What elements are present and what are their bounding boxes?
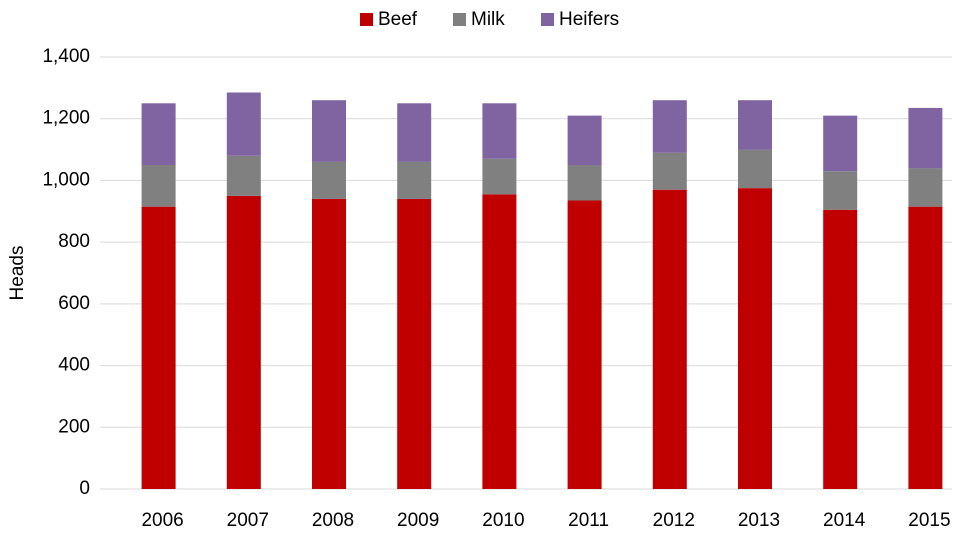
x-tick-label: 2007	[227, 510, 269, 531]
y-tick-label: 1,400	[42, 46, 90, 67]
x-tick-label: 2015	[908, 510, 950, 531]
x-tick-label: 2012	[653, 510, 695, 531]
bar-segment	[482, 158, 517, 195]
y-tick-label: 400	[58, 355, 90, 376]
bar-segment	[226, 195, 261, 489]
x-tick-label: 2009	[397, 510, 439, 531]
bar-segment	[652, 152, 687, 190]
bar-segment	[397, 161, 432, 199]
x-tick-label: 2008	[312, 510, 354, 531]
bar-segment	[908, 206, 943, 489]
bar-segment	[226, 92, 261, 156]
y-axis-label: Heads	[7, 246, 28, 301]
bar-segment	[482, 194, 517, 490]
y-tick-label: 800	[58, 231, 90, 252]
bar-segment	[312, 100, 346, 162]
y-tick-label: 1,200	[42, 108, 90, 129]
bar-segment	[567, 165, 602, 201]
bar-segment	[738, 100, 772, 150]
legend-swatch	[453, 13, 466, 26]
bar-segment	[823, 115, 858, 172]
x-tick-label: 2013	[738, 510, 780, 531]
bar-segment	[141, 165, 176, 207]
bar-segment	[823, 209, 858, 489]
x-tick-label: 2014	[823, 510, 866, 531]
y-tick-label: 600	[58, 293, 90, 314]
bar-segment	[567, 200, 602, 489]
x-tick-label: 2011	[568, 510, 609, 531]
bar-segment	[908, 107, 943, 169]
bar-segment	[567, 115, 602, 165]
bar-segment	[397, 103, 432, 162]
bar-segment	[226, 155, 261, 196]
bar-segment	[652, 100, 687, 153]
legend-label: Heifers	[559, 9, 619, 30]
bar-segment	[482, 103, 517, 159]
bar-segment	[738, 188, 772, 489]
bar-segment	[141, 206, 176, 489]
x-tick-label: 2006	[141, 510, 183, 531]
legend-label: Milk	[471, 9, 505, 30]
bar-segment	[738, 149, 772, 189]
bar-segment	[652, 189, 687, 489]
legend-label: Beef	[378, 9, 418, 30]
y-tick-label: 200	[58, 416, 90, 437]
bar-segment	[908, 168, 943, 207]
y-tick-label: 0	[79, 478, 90, 499]
bar-segment	[312, 198, 346, 489]
legend-swatch	[360, 13, 373, 26]
x-tick-label: 2010	[482, 510, 524, 531]
bar-segment	[312, 161, 346, 199]
y-tick-label: 1,000	[42, 169, 90, 190]
bar-segment	[141, 103, 176, 165]
bar-segment	[397, 198, 432, 489]
bar-segment	[823, 171, 858, 210]
legend-swatch	[541, 13, 554, 26]
